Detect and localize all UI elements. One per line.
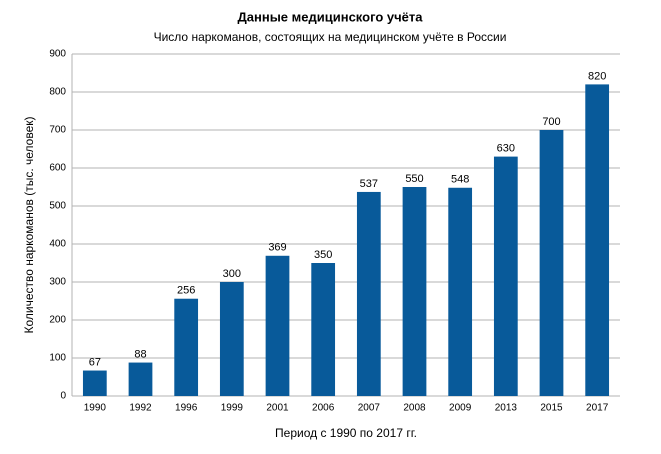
bar (219, 282, 244, 396)
data-label: 369 (268, 242, 286, 254)
bar (174, 298, 199, 396)
y-tick-label: 0 (60, 391, 66, 402)
x-tick-label: 2008 (403, 403, 426, 414)
y-tick-label: 600 (49, 163, 66, 174)
x-axis-label: Период с 1990 по 2017 гг. (275, 426, 417, 440)
x-tick-label: 2007 (358, 403, 381, 414)
x-tick-label: 2017 (586, 403, 609, 414)
data-label: 630 (497, 143, 515, 155)
bar (448, 187, 473, 396)
y-tick-label: 700 (49, 125, 66, 136)
bar (128, 362, 153, 396)
data-label: 350 (314, 249, 332, 261)
y-tick-label: 900 (49, 49, 66, 60)
data-label: 88 (134, 348, 146, 360)
data-label: 256 (177, 285, 195, 297)
x-tick-label: 1996 (175, 403, 198, 414)
y-tick-label: 300 (49, 277, 66, 288)
y-tick-label: 200 (49, 315, 66, 326)
chart-title: Данные медицинского учёта (238, 9, 424, 24)
data-label: 548 (451, 174, 469, 186)
x-tick-label: 1990 (84, 403, 107, 414)
x-tick-label: 2009 (449, 403, 472, 414)
x-tick-label: 1999 (221, 403, 244, 414)
y-tick-label: 100 (49, 353, 66, 364)
bar (265, 255, 290, 396)
data-label: 67 (89, 356, 101, 368)
x-tick-label: 1992 (129, 403, 152, 414)
data-label: 537 (360, 178, 378, 190)
bar (585, 84, 610, 397)
chart-subtitle: Число наркоманов, состоящих на медицинск… (154, 30, 507, 44)
x-tick-label: 2013 (495, 403, 518, 414)
data-label: 820 (588, 70, 606, 82)
bar (311, 263, 336, 396)
y-axis-label: Количество наркоманов (тыс. человек) (22, 116, 36, 333)
data-label: 700 (542, 116, 560, 128)
x-tick-label: 2001 (266, 403, 289, 414)
x-tick-label: 2006 (312, 403, 335, 414)
y-tick-label: 400 (49, 239, 66, 250)
y-tick-label: 800 (49, 87, 66, 98)
bar (493, 156, 518, 396)
bar (356, 191, 381, 396)
x-tick-label: 2015 (540, 403, 563, 414)
y-tick-label: 500 (49, 201, 66, 212)
bar (539, 130, 564, 396)
data-label: 300 (223, 268, 241, 280)
data-label: 550 (405, 173, 423, 185)
bar (82, 370, 107, 396)
bar (402, 187, 427, 396)
